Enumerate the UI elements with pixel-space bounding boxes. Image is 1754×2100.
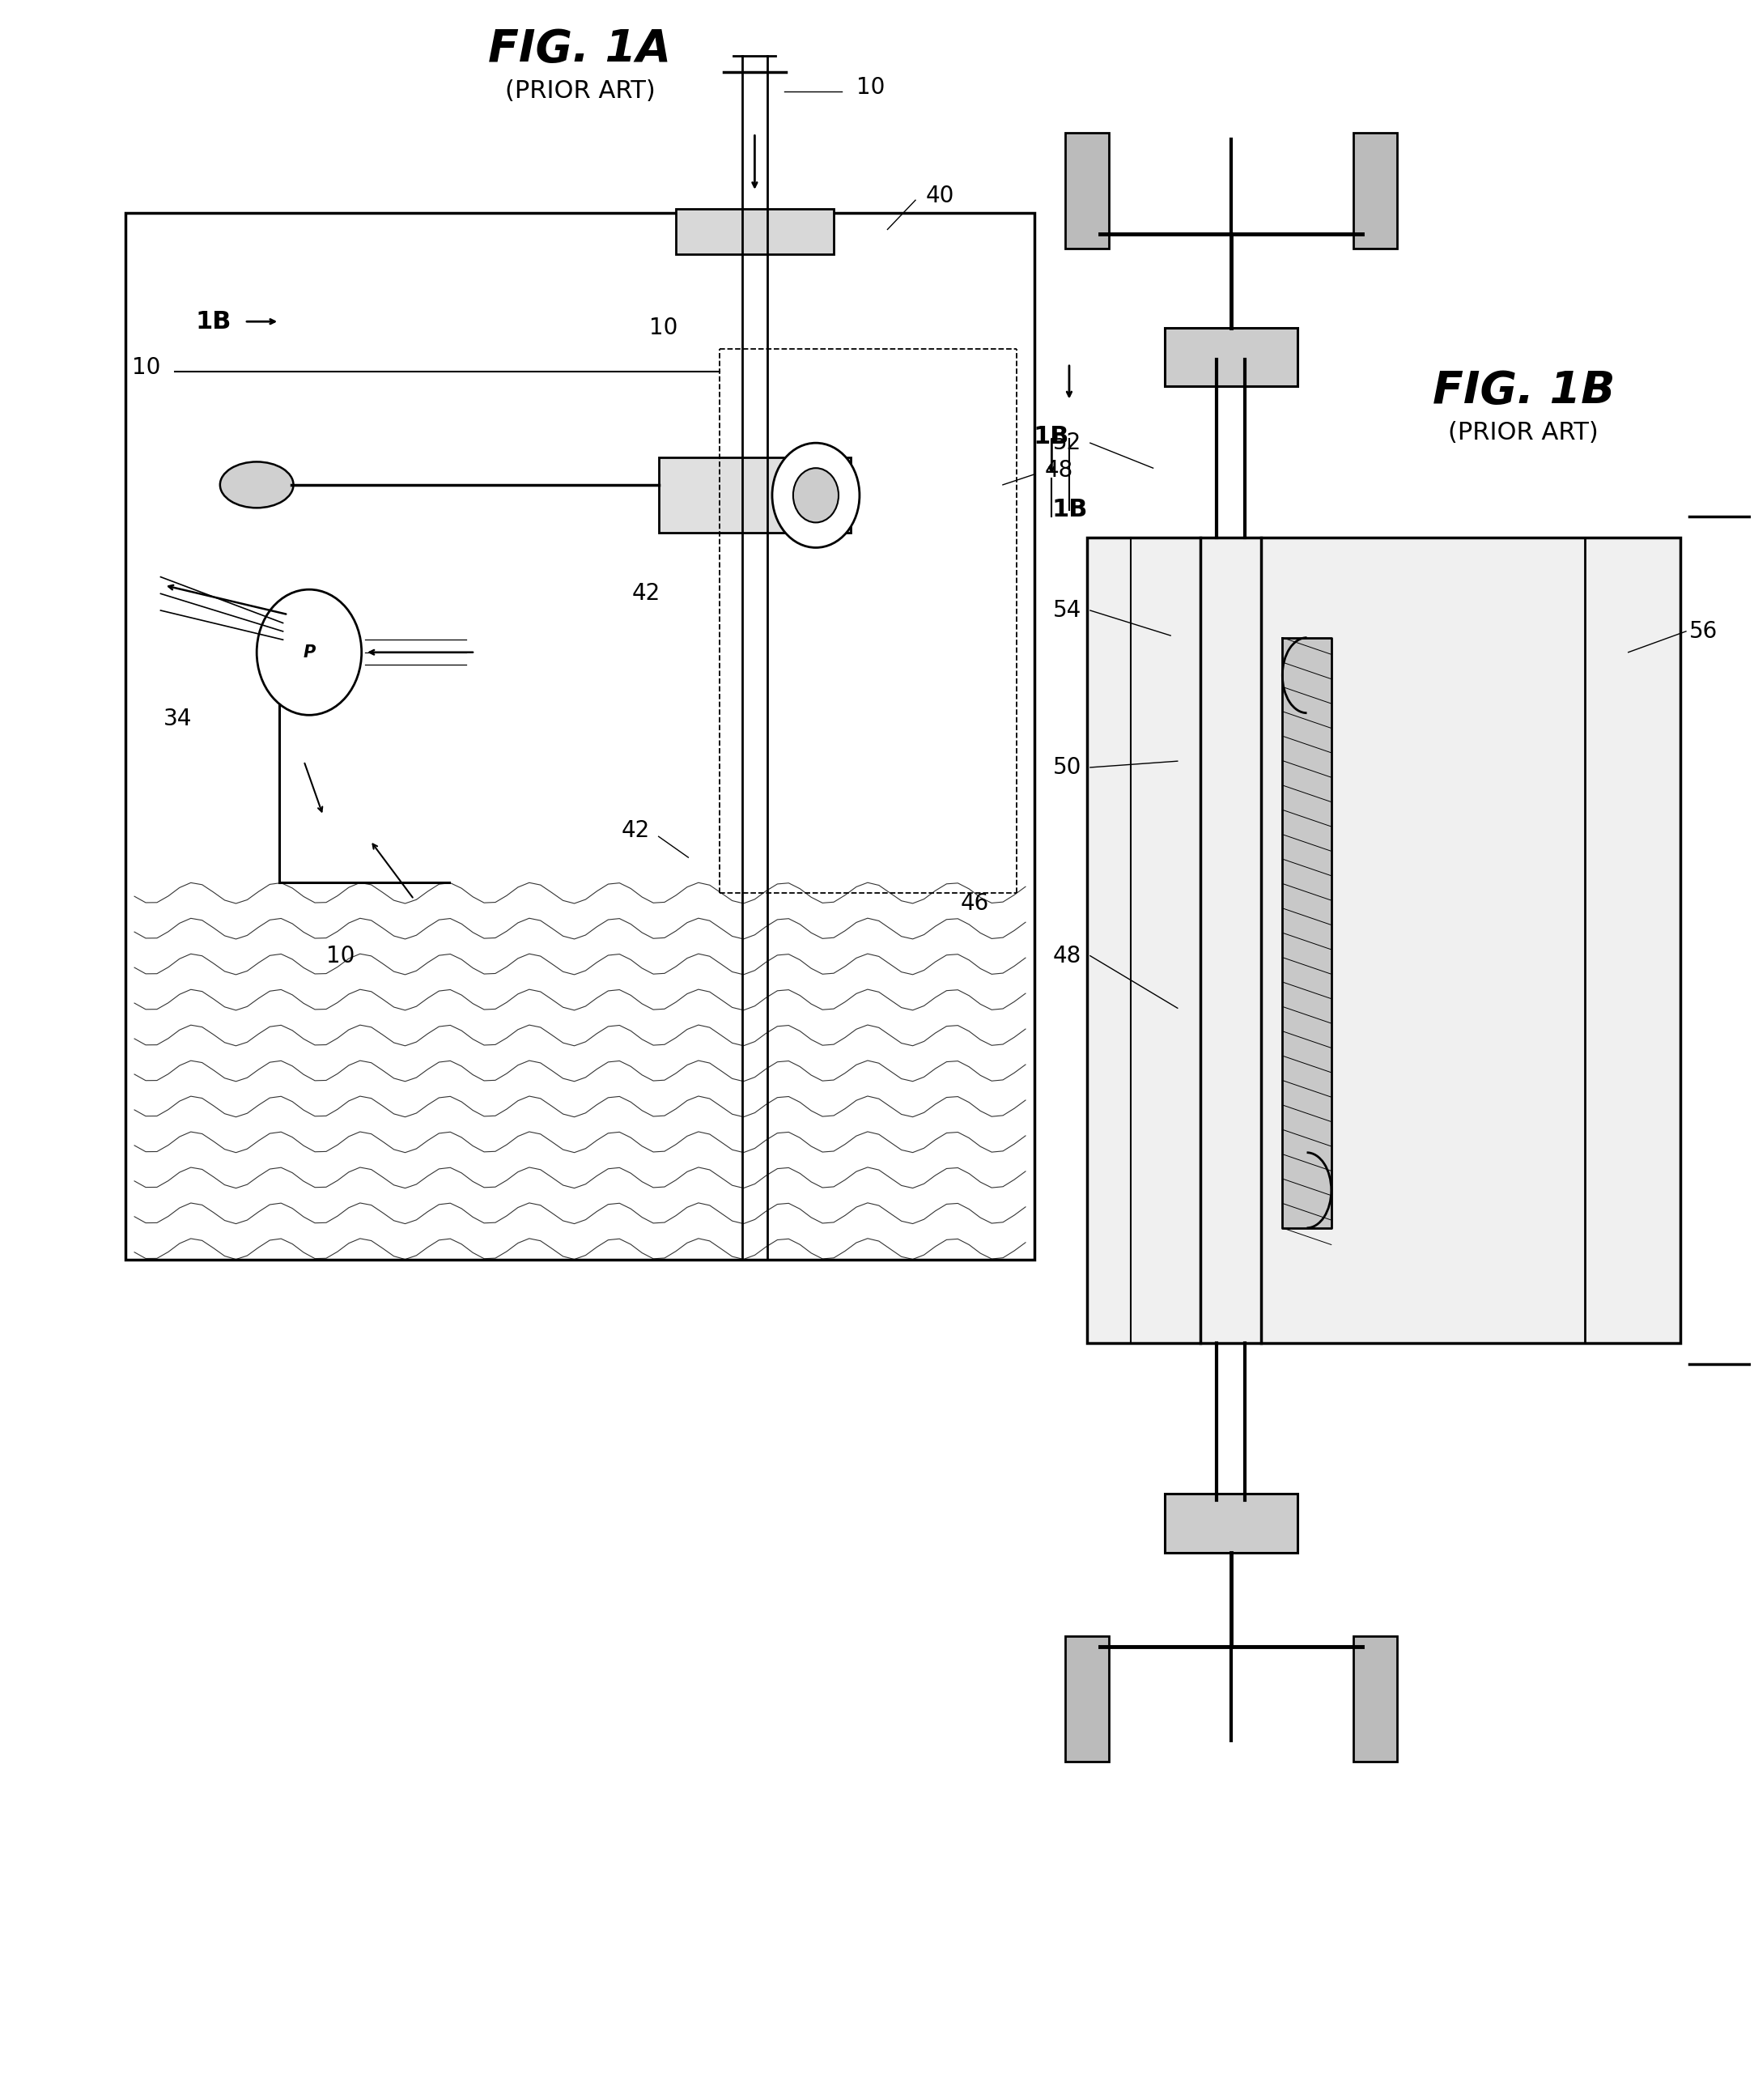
Bar (1352, 1636, 1396, 1762)
Bar (126, 212, 1035, 1260)
Text: FIG. 1A: FIG. 1A (488, 27, 672, 71)
Bar (1352, 132, 1396, 248)
Text: 10: 10 (649, 317, 679, 340)
Text: FIG. 1B: FIG. 1B (1433, 370, 1615, 412)
Text: (PRIOR ART): (PRIOR ART) (1449, 420, 1598, 445)
Bar (1087, 538, 1680, 1344)
Text: 1B: 1B (1052, 498, 1087, 521)
Ellipse shape (219, 462, 293, 508)
Circle shape (256, 590, 361, 716)
Text: 54: 54 (1052, 598, 1082, 622)
Circle shape (772, 443, 859, 548)
Text: 1B: 1B (1033, 424, 1070, 449)
Text: 52: 52 (1052, 433, 1082, 454)
Text: 10: 10 (856, 76, 884, 99)
Bar (1065, 132, 1109, 248)
Text: 50: 50 (1052, 756, 1082, 779)
Text: 1B: 1B (195, 311, 232, 334)
Bar (1165, 1493, 1298, 1552)
Text: 46: 46 (961, 892, 989, 916)
Text: (PRIOR ART): (PRIOR ART) (505, 80, 656, 103)
Bar (658, 458, 851, 533)
Text: P: P (303, 645, 316, 659)
Text: 48: 48 (1045, 458, 1073, 481)
Text: 10: 10 (132, 357, 161, 378)
Bar (675, 208, 833, 254)
Polygon shape (1282, 638, 1331, 1228)
Bar (1165, 328, 1298, 386)
Text: 42: 42 (631, 582, 661, 605)
Text: 42: 42 (621, 819, 651, 842)
Text: 10: 10 (326, 945, 354, 968)
Text: 40: 40 (926, 185, 954, 208)
Text: 56: 56 (1689, 619, 1717, 643)
Circle shape (793, 468, 838, 523)
Text: 48: 48 (1052, 945, 1082, 968)
Text: 34: 34 (163, 708, 193, 731)
Bar (1065, 1636, 1109, 1762)
